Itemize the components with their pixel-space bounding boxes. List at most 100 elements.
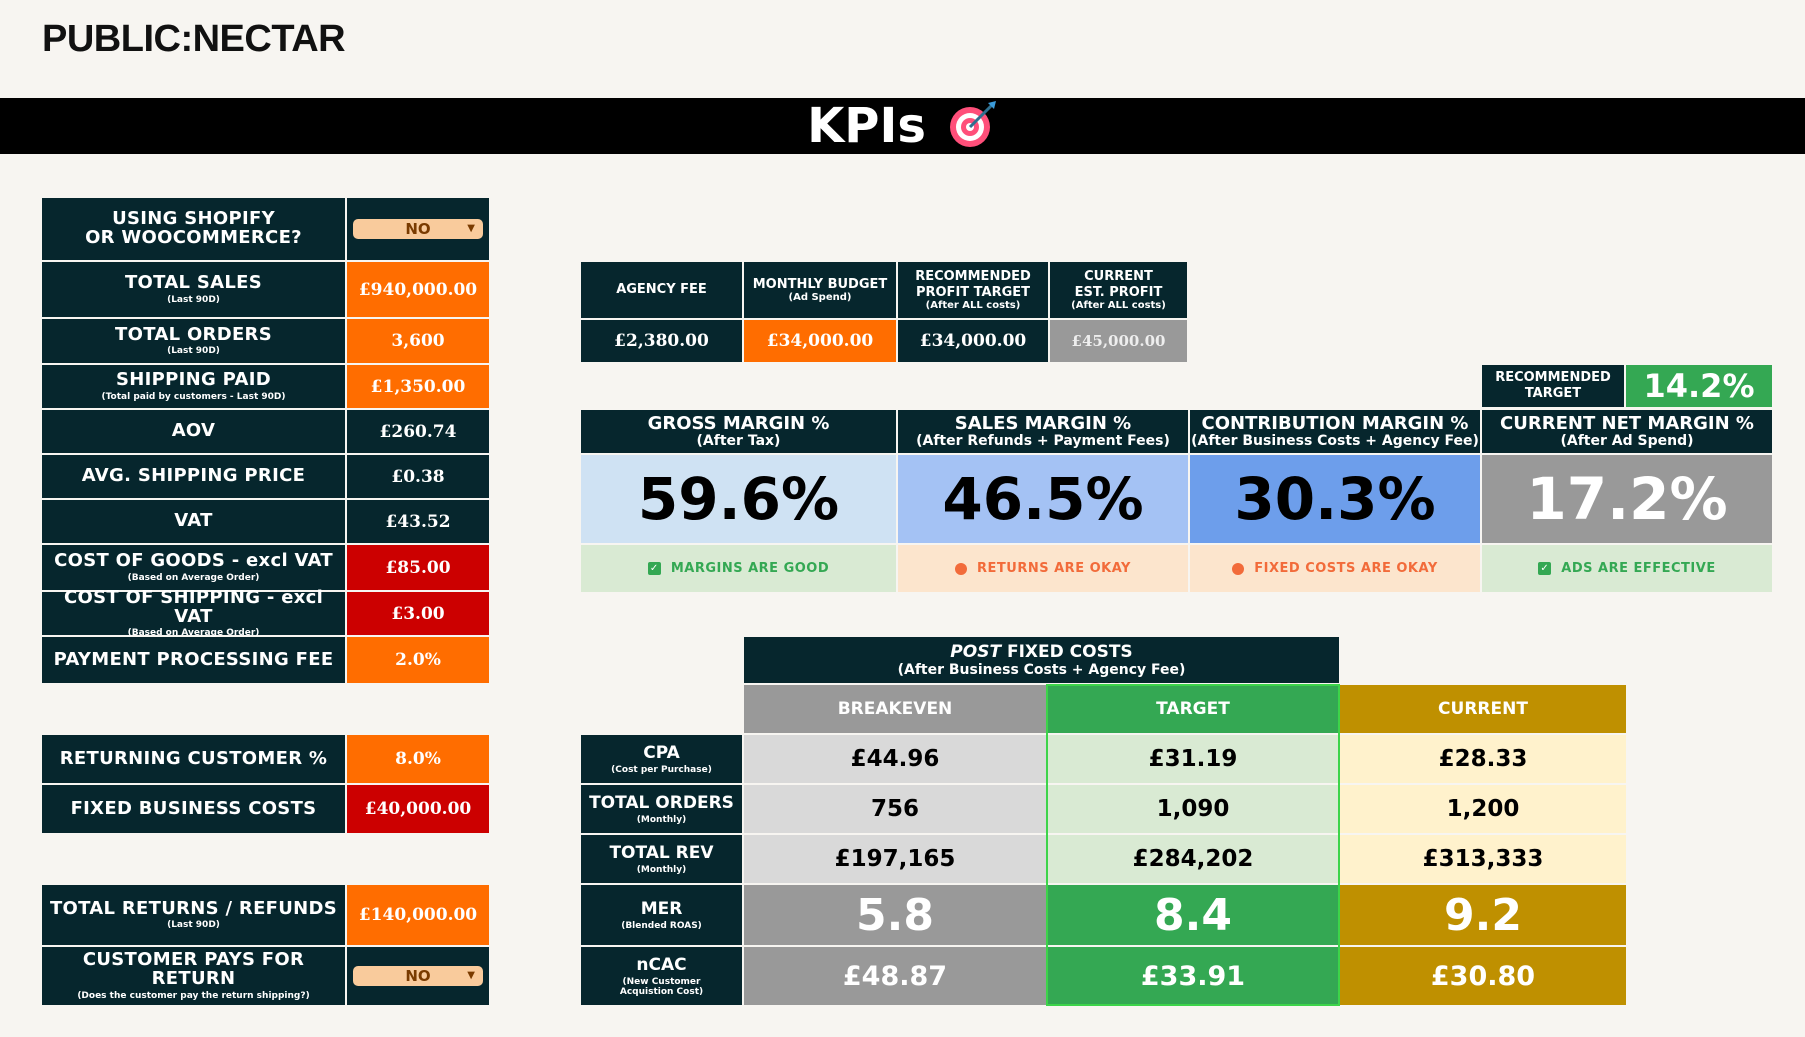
recommended-target-value: 14.2% (1626, 365, 1772, 407)
input-value-cell[interactable]: £3.00 (347, 592, 489, 635)
checkbox-icon: ✓ (647, 562, 661, 575)
label-subtext: (Does the customer pay the return shippi… (77, 990, 310, 1001)
profit-target-header: RECOMMENDED PROFIT TARGET (After ALL cos… (898, 262, 1048, 318)
input-value-cell[interactable]: 3,600 (347, 319, 489, 363)
title-bar: KPIs (0, 98, 1805, 154)
label-text: USING SHOPIFY (112, 208, 275, 230)
row-label-text: CPA (643, 743, 680, 763)
label-text: COST OF GOODS - excl VAT (54, 550, 333, 572)
table-cell: 8.4 (1048, 885, 1338, 945)
input-value-cell: £260.74 (347, 410, 489, 453)
row-label-text: TOTAL ORDERS (589, 793, 734, 813)
input-label-returning-customer: RETURNING CUSTOMER % (42, 735, 345, 783)
column-header-current: CURRENT (1340, 685, 1626, 733)
input-value: 2.0% (395, 650, 441, 670)
table-cell: £197,165 (744, 835, 1046, 883)
orange-circle-icon (955, 562, 968, 575)
input-value-cell[interactable]: £85.00 (347, 545, 489, 590)
row-label-text: MER (640, 899, 683, 919)
label-subtext: (Last 90D) (167, 294, 220, 305)
input-value-cell[interactable]: NO ▼ (347, 947, 489, 1005)
input-value-cell[interactable]: 8.0% (347, 735, 489, 783)
input-value-cell[interactable]: £140,000.00 (347, 885, 489, 945)
input-value-cell[interactable]: 2.0% (347, 637, 489, 683)
label-text: AOV (171, 420, 216, 442)
margin-status: ✓ ADS ARE EFFECTIVE (1482, 545, 1772, 592)
est-profit-value: £45,000.00 (1050, 320, 1187, 362)
input-value: £0.38 (391, 466, 445, 487)
input-value: £260.74 (379, 421, 457, 442)
label-text: TOTAL ORDERS (115, 323, 272, 345)
table-cell: 9.2 (1340, 885, 1626, 945)
page-title: KPIs (807, 98, 926, 154)
input-value-cell[interactable]: NO ▼ (347, 198, 489, 260)
table-cell: £31.19 (1048, 735, 1338, 783)
table-cell: £313,333 (1340, 835, 1626, 883)
input-value: £940,000.00 (358, 279, 478, 300)
input-label-vat: VAT (42, 500, 345, 543)
status-text: RETURNS ARE OKAY (977, 561, 1131, 576)
status-text: MARGINS ARE GOOD (670, 561, 830, 576)
input-value: £140,000.00 (358, 905, 478, 925)
monthly-budget-header: MONTHLY BUDGET (Ad Spend) (744, 262, 896, 318)
input-label-total-sales: TOTAL SALES (Last 90D) (42, 262, 345, 317)
row-label-subtext: Acquistion Cost) (619, 987, 704, 997)
label-subtext: (Based on Average Order) (127, 572, 260, 583)
row-label-subtext: (New Customer (622, 977, 701, 987)
table-cell: 756 (744, 785, 1046, 833)
input-value: 3,600 (391, 331, 445, 351)
margin-title: CURRENT NET MARGIN % (1500, 412, 1754, 434)
row-label: CPA (Cost per Purchase) (581, 735, 742, 783)
input-label-customer-pays-for-return: CUSTOMER PAYS FOR RETURN (Does the custom… (42, 947, 345, 1005)
label-text: COST OF SHIPPING - excl VAT (63, 586, 324, 627)
dropdown-select[interactable]: NO ▼ (353, 966, 483, 986)
input-label-total-returns-refunds: TOTAL RETURNS / REFUNDS (Last 90D) (42, 885, 345, 945)
row-label-text: nCAC (636, 955, 687, 975)
input-value: £1,350.00 (370, 376, 466, 397)
margin-status: RETURNS ARE OKAY (898, 545, 1188, 592)
input-label-shipping-paid: SHIPPING PAID (Total paid by customers - … (42, 365, 345, 408)
input-label-cost-of-goods-excl-vat: COST OF GOODS - excl VAT (Based on Averag… (42, 545, 345, 590)
row-label: TOTAL ORDERS (Monthly) (581, 785, 742, 833)
label-text: VAT (174, 510, 213, 532)
label-text: OR WOOCOMMERCE? (85, 227, 302, 248)
label-subtext: (Based on Average Order) (127, 628, 260, 639)
label-subtext: (Last 90D) (167, 346, 220, 357)
checkbox-icon: ✓ (1538, 562, 1552, 575)
input-label-total-orders: TOTAL ORDERS (Last 90D) (42, 319, 345, 363)
dropdown-value: NO (405, 967, 431, 985)
agency-fee-header: AGENCY FEE (581, 262, 742, 318)
input-value-cell[interactable]: £1,350.00 (347, 365, 489, 408)
margin-header: CONTRIBUTION MARGIN % (After Business Cos… (1190, 410, 1480, 453)
label-subtext: (Total paid by customers - Last 90D) (101, 391, 286, 402)
recommended-target-label: RECOMMENDED TARGET (1482, 365, 1624, 407)
monthly-budget-value[interactable]: £34,000.00 (744, 320, 896, 362)
input-label-aov: AOV (42, 410, 345, 453)
input-value: £85.00 (385, 557, 451, 578)
input-label-using-shopify: USING SHOPIFY OR WOOCOMMERCE? (42, 198, 345, 260)
input-label-payment-processing-fee: PAYMENT PROCESSING FEE (42, 637, 345, 683)
dropdown-select[interactable]: NO ▼ (353, 219, 483, 239)
table-cell: £30.80 (1340, 947, 1626, 1005)
status-text: FIXED COSTS ARE OKAY (1254, 561, 1438, 576)
chevron-down-icon: ▼ (467, 223, 475, 234)
row-label-subtext: (Monthly) (636, 815, 687, 825)
agency-fee-value: £2,380.00 (581, 320, 742, 362)
margin-title: CONTRIBUTION MARGIN % (1201, 412, 1469, 434)
row-label: TOTAL REV (Monthly) (581, 835, 742, 883)
row-label: nCAC (New Customer Acquistion Cost) (581, 947, 742, 1005)
input-value: £3.00 (391, 603, 445, 624)
est-profit-header: CURRENT EST. PROFIT (After ALL costs) (1050, 262, 1187, 318)
status-text: ADS ARE EFFECTIVE (1561, 561, 1716, 576)
table-cell: 1,200 (1340, 785, 1626, 833)
label-text: TOTAL RETURNS / REFUNDS (49, 897, 338, 919)
margin-status: ✓ MARGINS ARE GOOD (581, 545, 896, 592)
margin-status: FIXED COSTS ARE OKAY (1190, 545, 1480, 592)
post-fixed-costs-header: POST FIXED COSTS (After Business Costs +… (744, 637, 1339, 683)
chevron-down-icon: ▼ (467, 970, 475, 981)
input-value-cell[interactable]: £940,000.00 (347, 262, 489, 317)
input-value-cell[interactable]: £40,000.00 (347, 785, 489, 833)
margin-title: SALES MARGIN % (954, 412, 1132, 434)
margin-subtitle: (After Business Costs + Agency Fee) (1191, 433, 1479, 450)
margin-value: 30.3% (1190, 455, 1480, 543)
